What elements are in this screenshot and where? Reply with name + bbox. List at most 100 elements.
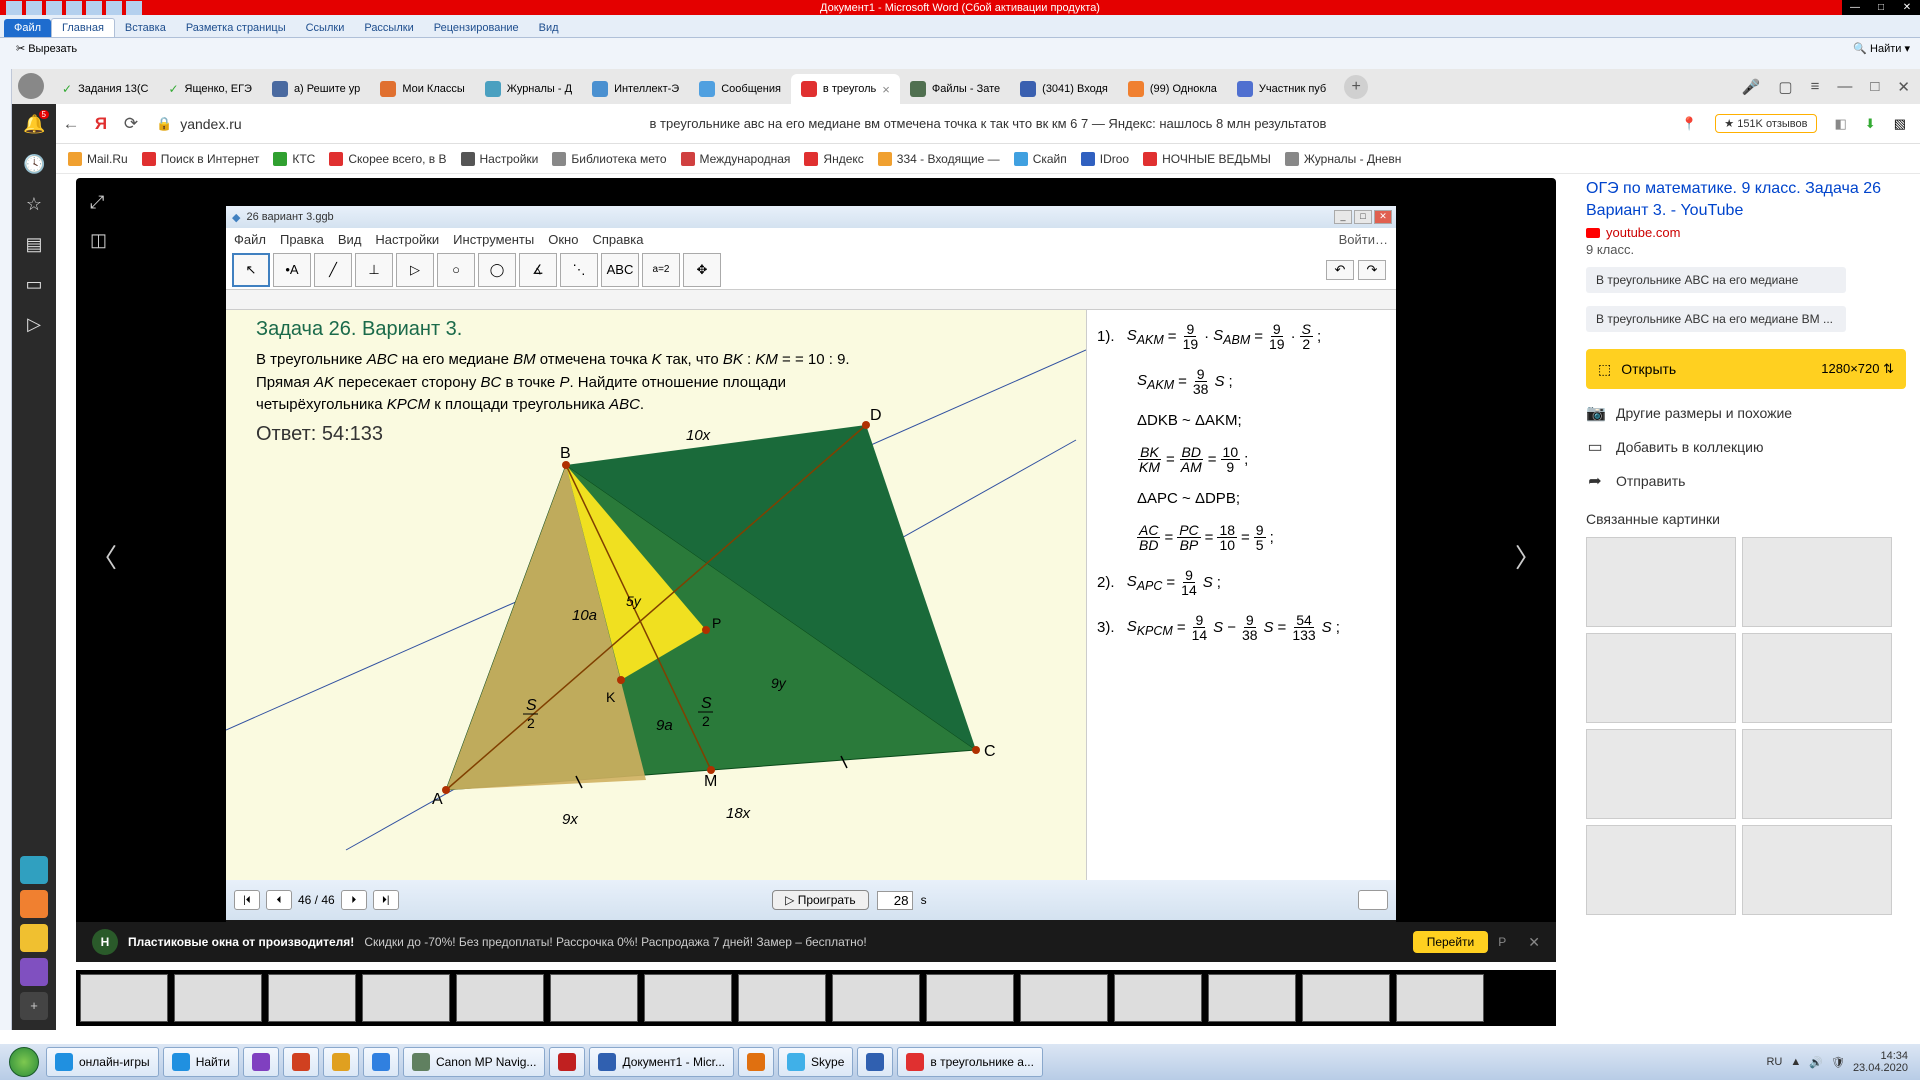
result-source[interactable]: youtube.com <box>1586 225 1906 240</box>
taskbar-item[interactable]: Canon MP Navig... <box>403 1047 546 1077</box>
prev-button[interactable]: ⏴ <box>266 890 292 910</box>
browser-avatar[interactable] <box>18 73 44 99</box>
thumbnail[interactable] <box>362 974 450 1022</box>
browser-tab[interactable]: a) Решите ур <box>262 74 370 104</box>
thumbnail[interactable] <box>1020 974 1108 1022</box>
bookmark-item[interactable]: IDroo <box>1081 152 1129 166</box>
browser-tab[interactable]: Сообщения <box>689 74 791 104</box>
tool-angle[interactable]: ∡ <box>519 253 557 287</box>
ggb-menu-item[interactable]: Инструменты <box>453 232 534 247</box>
thumbnail[interactable] <box>644 974 732 1022</box>
browser-tab[interactable]: Участник пуб <box>1227 74 1336 104</box>
next-button[interactable]: ⏵ <box>341 890 367 910</box>
tool-circle[interactable]: ○ <box>437 253 475 287</box>
taskbar-item[interactable] <box>549 1047 585 1077</box>
result-title[interactable]: ОГЭ по математике. 9 класс. Задача 26 Ва… <box>1586 178 1906 221</box>
redo-button[interactable]: ↷ <box>1358 260 1386 280</box>
related-query-chip[interactable]: В треугольнике ABC на его медиане BM ... <box>1586 306 1846 332</box>
mic-icon[interactable]: 🎤 <box>1742 78 1761 96</box>
bookmark-item[interactable]: Библиотека мето <box>552 152 666 166</box>
tool-perpendicular[interactable]: ⊥ <box>355 253 393 287</box>
close-icon[interactable]: ✕ <box>1894 0 1920 15</box>
close-icon[interactable]: ✕ <box>1897 78 1910 96</box>
ggb-menu-item[interactable]: Справка <box>592 232 643 247</box>
media-icon[interactable]: ▷ <box>23 314 45 336</box>
related-thumbnail[interactable] <box>1742 825 1892 915</box>
taskbar-item[interactable] <box>363 1047 399 1077</box>
minimize-icon[interactable]: — <box>1842 0 1868 15</box>
collections-icon[interactable]: ▤ <box>23 234 45 256</box>
thumbnail[interactable] <box>738 974 826 1022</box>
thumbnail[interactable] <box>926 974 1014 1022</box>
bookmark-item[interactable]: 334 - Входящие — <box>878 152 1000 166</box>
bookmark-item[interactable]: Скорее всего, в В <box>329 152 446 166</box>
extensions-icon[interactable]: ▧ <box>1894 116 1906 132</box>
tool-move[interactable]: ✥ <box>683 253 721 287</box>
word-window-controls[interactable]: — □ ✕ <box>1842 0 1920 15</box>
notifications-icon[interactable]: 🔔5 <box>23 114 45 136</box>
browser-tab[interactable]: Интеллект-Э <box>582 74 689 104</box>
maximize-icon[interactable]: □ <box>1868 0 1894 15</box>
speed-input[interactable] <box>877 891 913 910</box>
tool-line[interactable]: ╱ <box>314 253 352 287</box>
tab-home[interactable]: Главная <box>51 18 115 37</box>
ad-close-button[interactable]: ✕ <box>1528 934 1540 951</box>
thumbnail[interactable] <box>174 974 262 1022</box>
bookmark-icon[interactable]: ◧ <box>1835 116 1847 132</box>
tray-icon[interactable]: 🔊 <box>1809 1056 1823 1069</box>
related-thumbnail[interactable] <box>1742 537 1892 627</box>
tool-pointer[interactable]: ↖ <box>232 253 270 287</box>
app-icon[interactable] <box>20 856 48 884</box>
thumbnail[interactable] <box>456 974 544 1022</box>
other-sizes-button[interactable]: 📷Другие размеры и похожие <box>1586 403 1906 423</box>
thumbnail[interactable] <box>268 974 356 1022</box>
bookmark-item[interactable]: Яндекс <box>804 152 863 166</box>
find-button[interactable]: 🔍 Найти ▾ <box>1853 42 1910 55</box>
tab-file[interactable]: Файл <box>4 19 51 37</box>
tab-mail[interactable]: Рассылки <box>354 19 423 37</box>
maximize-icon[interactable]: □ <box>1870 78 1879 95</box>
bookmarks-icon[interactable]: ▭ <box>23 274 45 296</box>
new-tab-button[interactable]: + <box>1344 75 1368 99</box>
bookmark-item[interactable]: Скайп <box>1014 152 1067 166</box>
taskbar-item[interactable]: Skype <box>778 1047 853 1077</box>
cut-button[interactable]: ✂ Вырезать <box>10 40 83 57</box>
undo-button[interactable]: ↶ <box>1326 260 1354 280</box>
reload-button[interactable]: ⟳ <box>116 114 146 134</box>
thumbnail[interactable] <box>1114 974 1202 1022</box>
minimize-icon[interactable]: — <box>1837 78 1852 95</box>
tab-layout[interactable]: Разметка страницы <box>176 19 296 37</box>
related-thumbnail[interactable] <box>1586 729 1736 819</box>
favorites-icon[interactable]: ☆ <box>23 194 45 216</box>
tool-text[interactable]: ABC <box>601 253 639 287</box>
ggb-window-controls[interactable]: _□✕ <box>1334 210 1392 224</box>
related-thumbnail[interactable] <box>1742 633 1892 723</box>
related-query-chip[interactable]: В треугольнике ABC на его медиане <box>1586 267 1846 293</box>
thumbnail[interactable] <box>1208 974 1296 1022</box>
ggb-login-link[interactable]: Войти… <box>1339 232 1388 247</box>
tray-clock[interactable]: 14:3423.04.2020 <box>1853 1050 1908 1074</box>
history-icon[interactable]: 🕓 <box>23 154 45 176</box>
thumbnail[interactable] <box>1302 974 1390 1022</box>
taskbar-item[interactable] <box>283 1047 319 1077</box>
address-bar[interactable]: 🔒 yandex.ru <box>146 109 252 139</box>
ggb-menu-item[interactable]: Правка <box>280 232 324 247</box>
back-button[interactable]: ← <box>56 114 86 134</box>
taskbar-item[interactable]: Документ1 - Micr... <box>589 1047 734 1077</box>
next-image-button[interactable]: 〉 <box>1510 540 1546 576</box>
taskbar-item[interactable]: Найти <box>163 1047 239 1077</box>
taskbar-item[interactable]: онлайн-игры <box>46 1047 159 1077</box>
tab-refs[interactable]: Ссылки <box>296 19 355 37</box>
download-icon[interactable]: ⬇ <box>1865 116 1876 132</box>
bookmark-item[interactable]: Mail.Ru <box>68 152 128 166</box>
taskbar-item[interactable] <box>243 1047 279 1077</box>
open-button[interactable]: ⬚Открыть 1280×720 ⇅ <box>1586 349 1906 389</box>
tool-polygon[interactable]: ▷ <box>396 253 434 287</box>
taskbar-item[interactable]: в треугольнике a... <box>897 1047 1043 1077</box>
taskbar-item[interactable] <box>323 1047 359 1077</box>
bookmark-item[interactable]: Поиск в Интернет <box>142 152 260 166</box>
related-thumbnail[interactable] <box>1586 633 1736 723</box>
last-button[interactable]: ⏵| <box>373 890 399 910</box>
tray-icon[interactable]: ▲ <box>1790 1056 1801 1068</box>
tray-icon[interactable]: 🛡 <box>1831 1056 1845 1069</box>
